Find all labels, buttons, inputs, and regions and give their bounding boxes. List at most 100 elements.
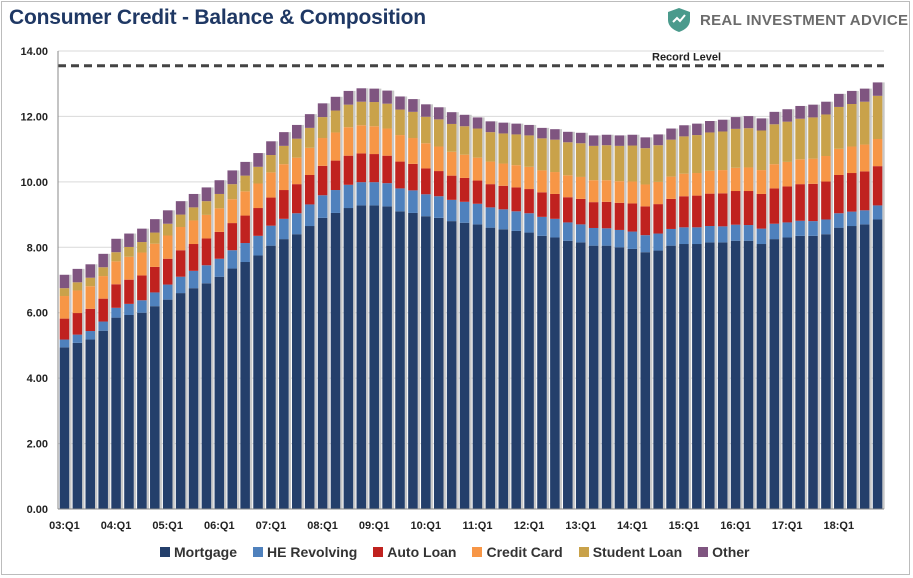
bar-segment xyxy=(227,268,238,509)
bar-shadow xyxy=(211,187,214,509)
bar-segment xyxy=(137,275,147,301)
bar-segment xyxy=(279,218,289,240)
bar-segment xyxy=(601,245,612,509)
bar-shadow xyxy=(662,134,666,509)
bar-segment xyxy=(730,224,741,241)
bar-segment xyxy=(124,246,134,257)
bar-segment xyxy=(85,339,96,509)
bar-segment xyxy=(188,270,199,289)
bar-segment xyxy=(679,244,689,509)
axes xyxy=(57,51,884,510)
bar-segment xyxy=(382,183,392,207)
bar-segment xyxy=(679,173,689,197)
bar-segment xyxy=(472,128,483,158)
bar-segment xyxy=(266,245,276,509)
bar-segment xyxy=(743,116,754,129)
bar-segment xyxy=(859,144,870,172)
bar-segment xyxy=(227,223,238,251)
bar-segment xyxy=(201,283,212,509)
bar-segment xyxy=(162,284,173,300)
bar-segment xyxy=(162,210,173,224)
bar-segment xyxy=(395,96,405,110)
bar-segment xyxy=(511,134,521,166)
bar-segment xyxy=(162,223,173,236)
bar-segment xyxy=(240,161,250,176)
bar-segment xyxy=(485,227,496,509)
bar-segment xyxy=(137,242,147,253)
bar-segment xyxy=(563,197,573,223)
bar-segment xyxy=(395,161,405,189)
bar-segment xyxy=(485,161,496,185)
bar-segment xyxy=(743,240,754,509)
bar-segment xyxy=(704,226,715,243)
bar-segment xyxy=(201,265,212,284)
bar-segment xyxy=(291,213,302,235)
bar-segment xyxy=(717,170,728,194)
bar-segment xyxy=(188,244,199,271)
bar-segment xyxy=(304,204,315,227)
bar-shadow xyxy=(249,161,253,509)
bar-shadow xyxy=(830,101,834,509)
bar-segment xyxy=(627,203,638,232)
bar-segment xyxy=(666,139,676,177)
bar-segment xyxy=(679,227,689,245)
bar-segment xyxy=(214,208,225,232)
bar-segment xyxy=(872,166,883,206)
x-axis-ticks: 03:Q1 04:Q1 05:Q1 06:Q1 07:Q1 08:Q1 09:Q1 10:Q1… xyxy=(49,520,854,532)
bar-segment xyxy=(614,181,625,203)
bar-shadow xyxy=(817,104,821,509)
bar-segment xyxy=(808,235,818,510)
bar-segment xyxy=(150,306,160,509)
bar-segment xyxy=(627,181,638,204)
bar-segment xyxy=(537,235,547,510)
bar-segment xyxy=(369,205,379,509)
bar-segment xyxy=(511,187,521,212)
bar-segment xyxy=(821,219,831,235)
bar-segment xyxy=(175,250,186,277)
bar-segment xyxy=(666,228,676,246)
bar-segment xyxy=(524,213,534,233)
bar-segment xyxy=(59,296,70,319)
bar-segment xyxy=(72,334,83,343)
bar-segment xyxy=(472,224,483,509)
bar-shadow xyxy=(275,141,279,509)
bar-segment xyxy=(240,215,250,244)
bar-segment xyxy=(433,196,444,218)
bar-segment xyxy=(266,141,276,156)
bar-segment xyxy=(692,173,702,196)
bar-segment xyxy=(575,143,586,177)
bar-segment xyxy=(563,131,573,143)
legend-item: Mortgage xyxy=(160,544,237,560)
bar-segment xyxy=(369,126,379,155)
bar-segment xyxy=(601,180,612,202)
x-tick-label: 08:Q1 xyxy=(307,520,338,532)
bar-segment xyxy=(821,181,831,220)
bar-shadow xyxy=(224,180,227,509)
bar-segment xyxy=(834,213,844,228)
bar-segment xyxy=(137,312,147,509)
bar-segment xyxy=(640,252,651,509)
bar-segment xyxy=(240,175,250,192)
bar-segment xyxy=(162,235,173,259)
bar-segment xyxy=(356,153,367,183)
bar-shadow xyxy=(288,132,291,510)
bar-segment xyxy=(446,221,457,509)
bar-segment xyxy=(640,137,651,149)
bar-segment xyxy=(575,176,586,199)
bar-segment xyxy=(279,132,289,146)
bar-segment xyxy=(279,239,289,509)
bar-shadow xyxy=(572,131,575,509)
bar-segment xyxy=(704,132,715,171)
bar-segment xyxy=(317,165,328,196)
bar-segment xyxy=(253,255,263,509)
bar-segment xyxy=(253,183,263,209)
bar-segment xyxy=(550,237,560,509)
bar-segment xyxy=(227,199,238,224)
bar-segment xyxy=(304,147,315,175)
y-tick-label: 12.00 xyxy=(20,111,48,123)
legend: Mortgage HE Revolving Auto Loan Credit Card… xyxy=(160,543,749,561)
bar-segment xyxy=(524,135,534,167)
bar-shadow xyxy=(753,116,756,509)
bar-shadow xyxy=(598,135,601,509)
bar-segment xyxy=(859,210,870,225)
